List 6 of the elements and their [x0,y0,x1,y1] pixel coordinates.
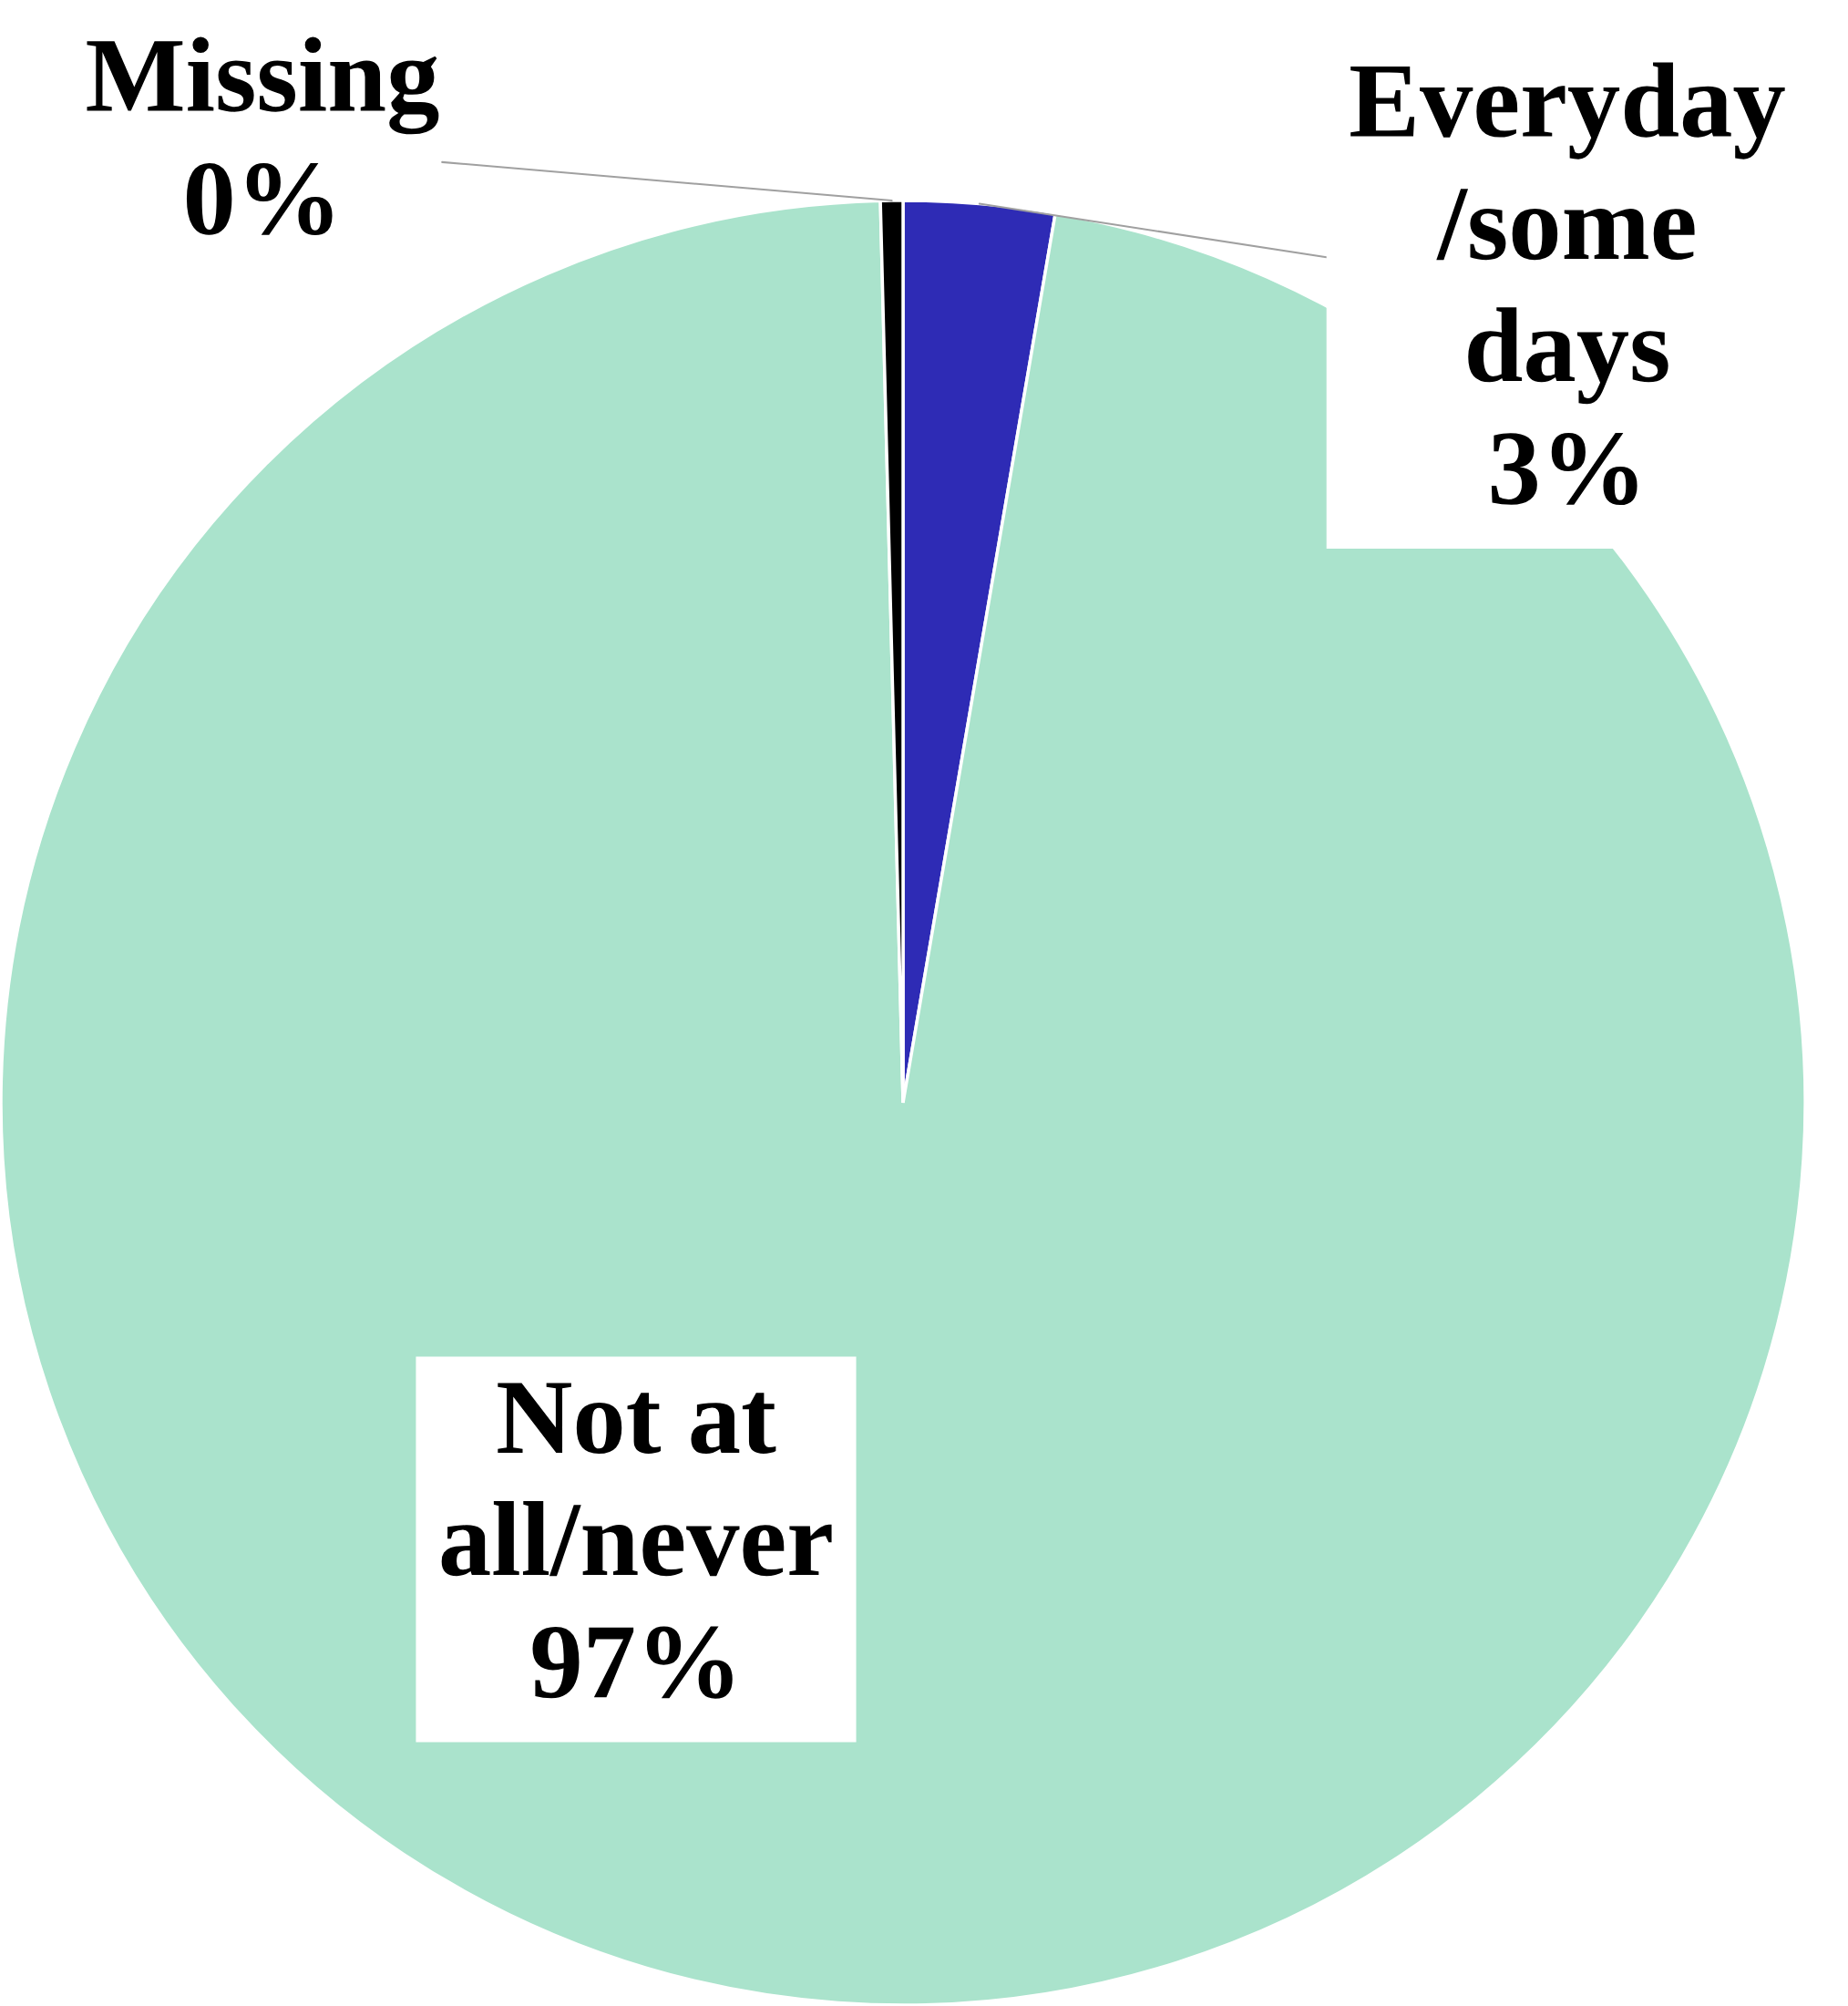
data-label: 97% [532,1626,733,1699]
data-label: 3% [1491,433,1638,506]
slice-label: Not at all/never [441,1383,832,1577]
slice-label: Missing [87,36,439,135]
slice-label: Everyday /some days [1350,62,1785,405]
data-label: 0% [186,163,333,236]
